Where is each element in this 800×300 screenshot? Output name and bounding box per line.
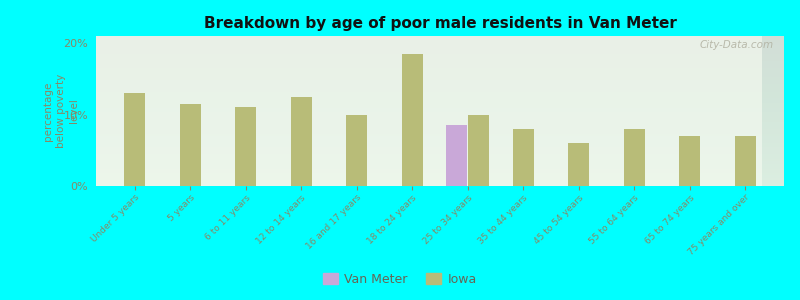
Bar (235, 107, 256, 186)
Bar (734, 136, 756, 186)
Bar (180, 104, 201, 186)
Bar (568, 143, 590, 186)
Bar (446, 125, 467, 186)
Text: City-Data.com: City-Data.com (699, 40, 774, 50)
Legend: Van Meter, Iowa: Van Meter, Iowa (318, 268, 482, 291)
Bar (679, 136, 700, 186)
Bar (346, 115, 367, 186)
Bar (402, 54, 422, 186)
Title: Breakdown by age of poor male residents in Van Meter: Breakdown by age of poor male residents … (203, 16, 677, 31)
Bar (624, 129, 645, 186)
Bar (290, 97, 312, 186)
Bar (468, 115, 490, 186)
Bar (124, 93, 146, 186)
Y-axis label: percentage
below poverty
level: percentage below poverty level (42, 74, 79, 148)
Bar (513, 129, 534, 186)
